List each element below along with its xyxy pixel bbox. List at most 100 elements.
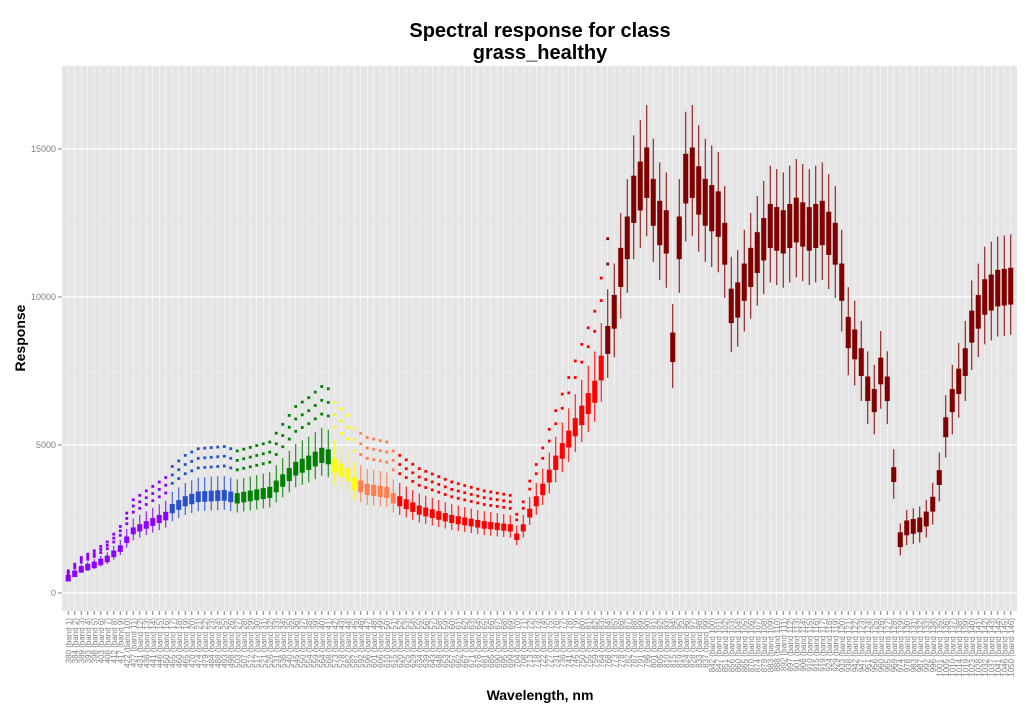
box-outlier bbox=[482, 503, 486, 506]
box-outlier bbox=[170, 481, 174, 485]
box-outlier bbox=[534, 463, 538, 466]
box-outlier bbox=[424, 469, 428, 473]
box-body bbox=[163, 511, 169, 521]
box-outlier bbox=[287, 425, 291, 429]
box-body bbox=[182, 496, 188, 507]
band-box bbox=[215, 445, 221, 511]
box-body bbox=[657, 200, 663, 246]
x-tick-label: 450 (band 16) bbox=[162, 618, 171, 668]
band-box bbox=[351, 427, 357, 500]
x-tick-label: 851 (band 102) bbox=[721, 618, 730, 673]
band-box bbox=[917, 506, 923, 543]
band-box bbox=[189, 450, 195, 514]
x-tick-label: 615 (band 51) bbox=[389, 618, 398, 668]
x-tick-label: 870 (band 106) bbox=[747, 618, 756, 673]
box-outlier bbox=[599, 299, 603, 302]
x-tick-label: 1010 (band 137) bbox=[948, 618, 957, 677]
box-outlier bbox=[320, 385, 324, 388]
box-body bbox=[956, 368, 962, 395]
band-box bbox=[462, 484, 468, 533]
box-body bbox=[780, 210, 786, 254]
box-outlier bbox=[177, 477, 181, 480]
x-axis-label: Wavelength, nm bbox=[486, 687, 594, 703]
box-body bbox=[793, 197, 799, 243]
box-body bbox=[280, 474, 286, 487]
x-tick-label: 960 (band 126) bbox=[877, 618, 886, 673]
box-outlier bbox=[567, 391, 571, 395]
box-outlier bbox=[151, 499, 155, 503]
box-body bbox=[475, 519, 481, 528]
box-outlier bbox=[313, 390, 317, 394]
box-outlier bbox=[86, 555, 90, 559]
x-tick-label: 643 (band 57) bbox=[428, 618, 437, 668]
box-outlier bbox=[183, 472, 187, 476]
box-outlier bbox=[73, 566, 77, 570]
band-box bbox=[982, 246, 988, 345]
box-body bbox=[455, 516, 461, 525]
y-axis-ticks: 0 5000 10000 15000 bbox=[31, 144, 62, 598]
band-box bbox=[858, 320, 864, 402]
band-box bbox=[650, 138, 656, 262]
box-outlier bbox=[196, 447, 200, 451]
box-outlier bbox=[385, 440, 389, 444]
box-outlier bbox=[417, 475, 421, 479]
box-body bbox=[429, 509, 435, 519]
box-outlier bbox=[216, 445, 220, 449]
box-outlier bbox=[144, 503, 148, 506]
box-body bbox=[644, 147, 650, 198]
box-outlier bbox=[326, 387, 330, 391]
band-box bbox=[871, 364, 877, 435]
band-box bbox=[819, 162, 825, 280]
y-tick-label: 10000 bbox=[31, 292, 56, 302]
box-body bbox=[878, 357, 884, 385]
box-body bbox=[949, 389, 955, 413]
band-box bbox=[592, 309, 598, 422]
box-outlier bbox=[599, 276, 603, 280]
band-box bbox=[72, 562, 78, 578]
x-tick-label: 942 (band 122) bbox=[851, 618, 860, 673]
box-body bbox=[787, 203, 793, 248]
x-tick-label: 865 (band 105) bbox=[740, 618, 749, 673]
band-box bbox=[624, 179, 630, 293]
box-body bbox=[416, 505, 422, 515]
x-tick-label: 778 (band 86) bbox=[617, 618, 626, 668]
band-box bbox=[611, 263, 617, 358]
box-outlier bbox=[183, 463, 187, 466]
box-body bbox=[78, 566, 84, 573]
x-tick-label: 389 (band 3) bbox=[77, 618, 86, 664]
band-box bbox=[813, 165, 819, 283]
band-box bbox=[176, 459, 182, 519]
box-outlier bbox=[294, 417, 298, 421]
box-body bbox=[85, 563, 91, 571]
x-tick-label: 465 (band 19) bbox=[181, 618, 190, 668]
x-tick-label: 819 (band 95) bbox=[675, 618, 684, 668]
box-outlier bbox=[261, 452, 265, 456]
box-body bbox=[195, 491, 201, 503]
band-box bbox=[923, 499, 929, 538]
x-tick-label: 731 (band 76) bbox=[552, 618, 561, 668]
box-body bbox=[722, 222, 728, 265]
box-outlier bbox=[300, 400, 304, 404]
band-box bbox=[442, 477, 448, 529]
box-outlier bbox=[586, 345, 590, 349]
band-box bbox=[280, 422, 286, 498]
x-tick-label: 1041 (band 144) bbox=[994, 618, 1003, 677]
box-outlier bbox=[593, 329, 597, 333]
x-tick-label: 791 (band 89) bbox=[636, 618, 645, 668]
box-outlier bbox=[274, 442, 278, 446]
box-outlier bbox=[255, 454, 259, 457]
box-body bbox=[351, 477, 357, 490]
box-outlier bbox=[456, 489, 460, 493]
box-outlier bbox=[352, 449, 356, 453]
x-tick-label: 938 (band 121) bbox=[844, 618, 853, 673]
box-body bbox=[150, 518, 156, 526]
box-outlier bbox=[222, 464, 226, 468]
box-body bbox=[527, 508, 533, 518]
box-outlier bbox=[391, 468, 395, 472]
box-outlier bbox=[66, 570, 70, 574]
box-outlier bbox=[573, 359, 577, 363]
box-outlier bbox=[268, 460, 272, 464]
x-tick-label: 969 (band 128) bbox=[890, 618, 899, 673]
box-body bbox=[572, 418, 578, 437]
x-tick-label: 787 (band 88) bbox=[630, 618, 639, 668]
